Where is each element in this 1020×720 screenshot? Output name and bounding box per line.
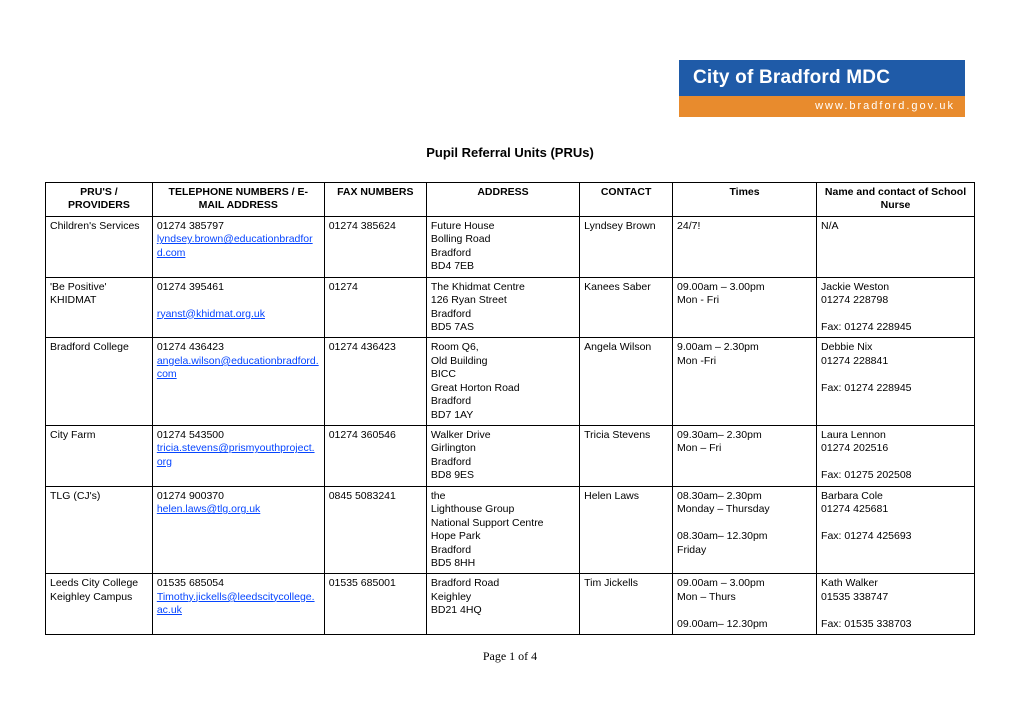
cell-contact: Helen Laws <box>580 486 673 574</box>
col-header: PRU'S / PROVIDERS <box>46 183 153 217</box>
col-header: Name and contact of School Nurse <box>817 183 975 217</box>
email-link[interactable]: helen.laws@tlg.org.uk <box>157 503 320 516</box>
table-row: Bradford College01274 436423angela.wilso… <box>46 338 975 426</box>
header-logo: City of Bradford MDC www.bradford.gov.uk <box>675 60 965 117</box>
table-row: Children's Services01274 385797lyndsey.b… <box>46 216 975 277</box>
cell-nurse: Barbara Cole01274 425681 Fax: 01274 4256… <box>817 486 975 574</box>
table-row: City Farm01274 543500tricia.stevens@pris… <box>46 426 975 487</box>
table-header-row: PRU'S / PROVIDERS TELEPHONE NUMBERS / E-… <box>46 183 975 217</box>
cell-contact: Tricia Stevens <box>580 426 673 487</box>
email-link[interactable]: ryanst@khidmat.org.uk <box>157 308 320 321</box>
cell-contact: Angela Wilson <box>580 338 673 426</box>
cell-provider: Bradford College <box>46 338 153 426</box>
cell-telephone: 01274 436423angela.wilson@educationbradf… <box>152 338 324 426</box>
page-footer: Page 1 of 4 <box>45 649 975 664</box>
col-header: ADDRESS <box>426 183 579 217</box>
cell-provider: TLG (CJ's) <box>46 486 153 574</box>
cell-times: 09.00am – 3.00pmMon - Fri <box>673 277 817 338</box>
cell-fax: 01274 385624 <box>324 216 426 277</box>
cell-telephone: 01274 543500tricia.stevens@prismyouthpro… <box>152 426 324 487</box>
col-header: CONTACT <box>580 183 673 217</box>
col-header: Times <box>673 183 817 217</box>
cell-contact: Lyndsey Brown <box>580 216 673 277</box>
cell-address: Walker DriveGirlingtonBradfordBD8 9ES <box>426 426 579 487</box>
cell-fax: 01274 436423 <box>324 338 426 426</box>
cell-nurse: Jackie Weston01274 228798 Fax: 01274 228… <box>817 277 975 338</box>
cell-telephone: 01274 395461 ryanst@khidmat.org.uk <box>152 277 324 338</box>
cell-fax: 0845 5083241 <box>324 486 426 574</box>
cell-times: 08.30am– 2.30pmMonday – Thursday 08.30am… <box>673 486 817 574</box>
cell-nurse: N/A <box>817 216 975 277</box>
cell-telephone: 01535 685054Timothy.jickells@leedscityco… <box>152 574 324 635</box>
logo-title: City of Bradford MDC <box>675 60 965 96</box>
cell-times: 24/7! <box>673 216 817 277</box>
cell-fax: 01274 <box>324 277 426 338</box>
table-row: 'Be Positive' KHIDMAT01274 395461 ryanst… <box>46 277 975 338</box>
cell-address: theLighthouse GroupNational Support Cent… <box>426 486 579 574</box>
email-link[interactable]: tricia.stevens@prismyouthproject.org <box>157 442 320 469</box>
cell-times: 9.00am – 2.30pmMon -Fri <box>673 338 817 426</box>
cell-provider: Children's Services <box>46 216 153 277</box>
cell-nurse: Kath Walker01535 338747 Fax: 01535 33870… <box>817 574 975 635</box>
page-title: Pupil Referral Units (PRUs) <box>45 145 975 160</box>
email-link[interactable]: lyndsey.brown@educationbradford.com <box>157 233 320 260</box>
cell-telephone: 01274 900370helen.laws@tlg.org.uk <box>152 486 324 574</box>
cell-contact: Tim Jickells <box>580 574 673 635</box>
cell-address: Future HouseBolling RoadBradfordBD4 7EB <box>426 216 579 277</box>
cell-fax: 01535 685001 <box>324 574 426 635</box>
col-header: TELEPHONE NUMBERS / E-MAIL ADDRESS <box>152 183 324 217</box>
cell-nurse: Laura Lennon01274 202516 Fax: 01275 2025… <box>817 426 975 487</box>
pru-table: PRU'S / PROVIDERS TELEPHONE NUMBERS / E-… <box>45 182 975 635</box>
cell-provider: City Farm <box>46 426 153 487</box>
cell-address: Bradford RoadKeighleyBD21 4HQ <box>426 574 579 635</box>
table-row: Leeds City College Keighley Campus01535 … <box>46 574 975 635</box>
email-link[interactable]: angela.wilson@educationbradford.com <box>157 355 320 382</box>
cell-fax: 01274 360546 <box>324 426 426 487</box>
cell-provider: 'Be Positive' KHIDMAT <box>46 277 153 338</box>
col-header: FAX NUMBERS <box>324 183 426 217</box>
logo-url: www.bradford.gov.uk <box>675 96 965 117</box>
cell-address: Room Q6,Old BuildingBICCGreat Horton Roa… <box>426 338 579 426</box>
cell-contact: Kanees Saber <box>580 277 673 338</box>
email-link[interactable]: Timothy.jickells@leedscitycollege.ac.uk <box>157 591 320 618</box>
cell-provider: Leeds City College Keighley Campus <box>46 574 153 635</box>
cell-nurse: Debbie Nix01274 228841 Fax: 01274 228945 <box>817 338 975 426</box>
table-row: TLG (CJ's)01274 900370helen.laws@tlg.org… <box>46 486 975 574</box>
cell-address: The Khidmat Centre126 Ryan StreetBradfor… <box>426 277 579 338</box>
cell-times: 09.00am – 3.00pmMon – Thurs 09.00am– 12.… <box>673 574 817 635</box>
cell-times: 09.30am– 2.30pmMon – Fri <box>673 426 817 487</box>
cell-telephone: 01274 385797lyndsey.brown@educationbradf… <box>152 216 324 277</box>
